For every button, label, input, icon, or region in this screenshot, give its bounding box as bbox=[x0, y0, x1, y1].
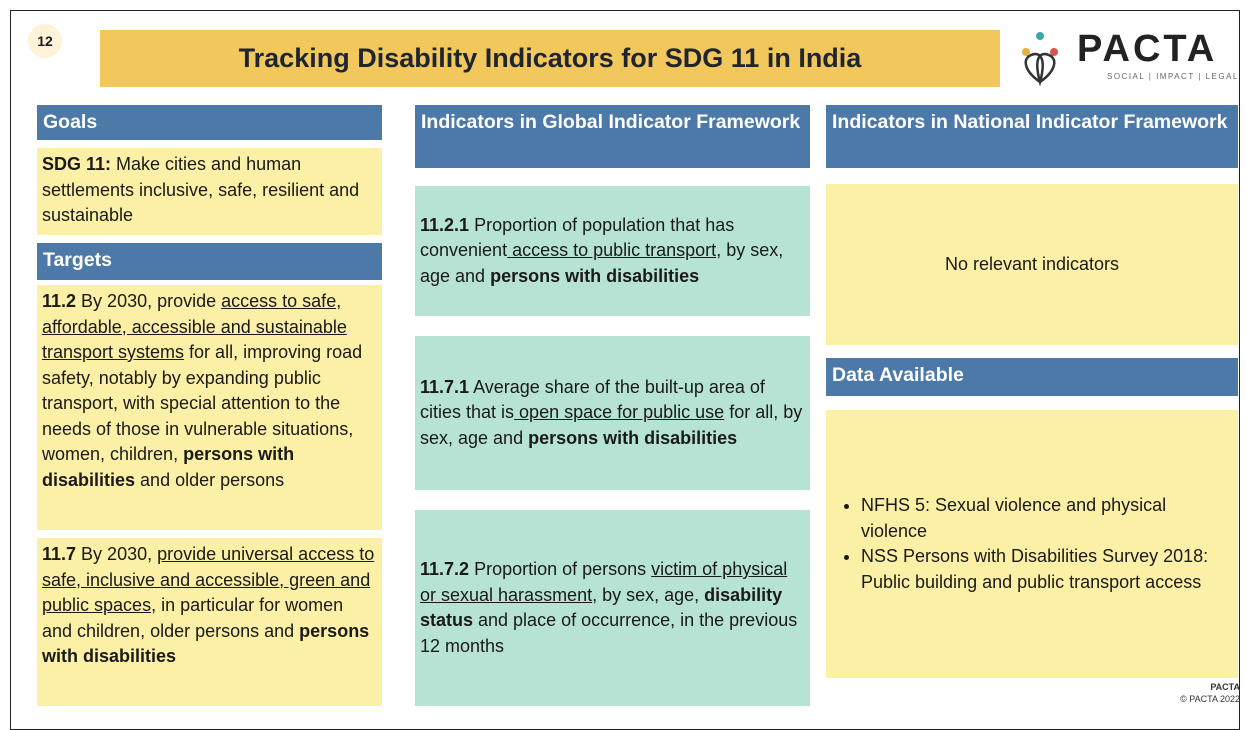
indicator-box: 11.7.2 Proportion of persons victim of p… bbox=[415, 510, 810, 706]
bold-text: disability status bbox=[420, 584, 783, 631]
target-box: 11.2 By 2030, provide access to safe, af… bbox=[37, 285, 382, 530]
national-body: No relevant indicators bbox=[944, 253, 1120, 274]
bold-text: 11.2 bbox=[42, 291, 77, 311]
logo-name: PACTA bbox=[1077, 28, 1218, 70]
bold-text: 11.7.1 bbox=[420, 376, 470, 397]
footer-copyright: © PACTA 2022 bbox=[1180, 694, 1240, 704]
goals-body: SDG 11: Make cities and human settlement… bbox=[37, 148, 382, 235]
target-box: 11.7 By 2030, provide universal access t… bbox=[37, 538, 382, 706]
bold-text: persons with disabilities bbox=[490, 265, 700, 286]
text: Proportion of persons bbox=[469, 559, 652, 579]
page-number: 12 bbox=[28, 24, 62, 58]
text: and older persons bbox=[135, 469, 285, 490]
underlined-text: provide universal access to safe, inclus… bbox=[42, 544, 375, 615]
data-item: NFHS 5: Sexual violence and physical vio… bbox=[861, 493, 1233, 544]
text: By 2030, provide bbox=[76, 291, 222, 311]
global-heading: Indicators in Global Indicator Framework bbox=[415, 105, 810, 168]
indicator-box: 11.2.1 Proportion of population that has… bbox=[415, 186, 810, 316]
text: for all, by sex, age and bbox=[420, 402, 803, 448]
indicator-text: 11.2.1 Proportion of population that has… bbox=[420, 213, 805, 290]
bold-text: persons with disabilities bbox=[42, 444, 295, 490]
bold-text: persons with disabilities bbox=[528, 427, 738, 448]
underlined-text: access to safe, affordable, accessible a… bbox=[42, 291, 347, 362]
national-heading: Indicators in National Indicator Framewo… bbox=[826, 105, 1238, 168]
underlined-text: access to public transport bbox=[507, 240, 717, 261]
text: Make cities and human settlements inclus… bbox=[42, 154, 360, 225]
bold-text: SDG 11: bbox=[42, 154, 112, 174]
text: By 2030, bbox=[76, 544, 158, 564]
footer-logo: PACTA bbox=[1210, 682, 1240, 692]
national-box: No relevant indicators bbox=[826, 184, 1238, 345]
indicator-text: 11.7.1 Average share of the built-up are… bbox=[420, 375, 805, 452]
logo-tagline: SOCIAL | IMPACT | LEGAL bbox=[1107, 72, 1239, 81]
indicator-text: 11.7.2 Proportion of persons victim of p… bbox=[420, 557, 805, 659]
targets-heading: Targets bbox=[37, 243, 382, 280]
text: and place of occurrence, in the previous… bbox=[420, 610, 798, 656]
data-box: NFHS 5: Sexual violence and physical vio… bbox=[826, 410, 1238, 678]
bold-text: 11.2.1 bbox=[420, 214, 470, 235]
logo-icon bbox=[1022, 32, 1058, 86]
slide: 12 Tracking Disability Indicators for SD… bbox=[0, 0, 1246, 706]
bold-text: 11.7.2 bbox=[420, 559, 470, 579]
data-list: NFHS 5: Sexual violence and physical vio… bbox=[831, 493, 1233, 595]
text: Proportion of population that has conven… bbox=[420, 214, 735, 261]
indicator-box: 11.7.1 Average share of the built-up are… bbox=[415, 336, 810, 490]
text: Average share of the built-up area of ci… bbox=[420, 376, 765, 423]
bold-text: 11.7 bbox=[42, 544, 77, 564]
underlined-text: victim of physical or sexual harassment bbox=[420, 559, 788, 605]
data-heading: Data Available bbox=[826, 358, 1238, 396]
logo: PACTA SOCIAL | IMPACT | LEGAL bbox=[1015, 28, 1240, 90]
text: , in particular for women and children, … bbox=[42, 595, 344, 641]
text: , by sex, age, bbox=[592, 584, 705, 605]
text: , by sex, age and bbox=[420, 240, 784, 286]
underlined-text: open space for public use bbox=[514, 402, 725, 423]
title: Tracking Disability Indicators for SDG 1… bbox=[100, 30, 1000, 87]
data-item: NSS Persons with Disabilities Survey 201… bbox=[861, 544, 1233, 595]
bold-text: persons with disabilities bbox=[42, 620, 370, 667]
goals-heading: Goals bbox=[37, 105, 382, 140]
text: for all, improving road safety, notably … bbox=[42, 342, 363, 464]
